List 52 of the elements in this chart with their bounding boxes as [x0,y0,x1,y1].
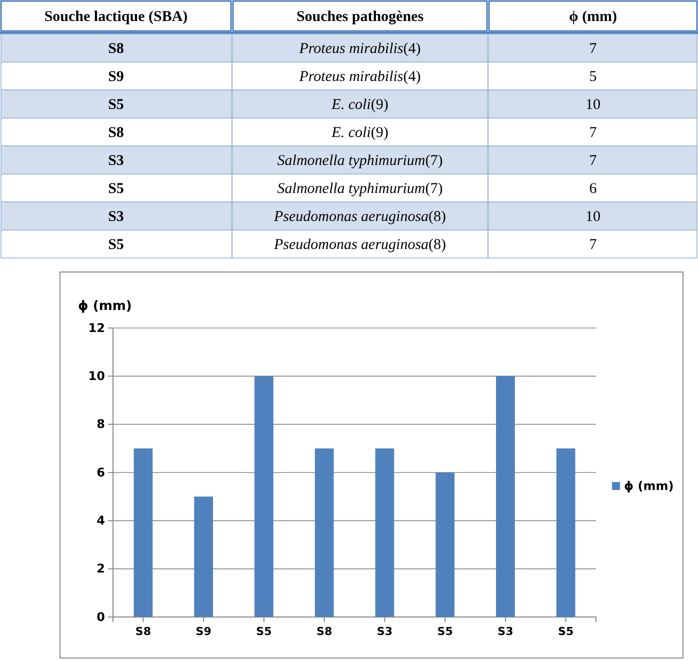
category-label: S8 [108,125,124,141]
y-tick-label: 2 [96,562,105,576]
text: E. coli(9) [330,125,388,141]
y-tick-label: 10 [88,369,105,384]
category-label: S3 [108,153,124,169]
bar [556,448,576,617]
y-tick-label: 6 [96,465,105,480]
text: Pseudomonas aeruginosa(8) [272,209,446,225]
data-label: 7 [589,237,598,253]
text: Proteus mirabilis(4) [298,41,421,57]
text: ϕ (mm) [568,9,618,25]
x-tick-label: S5 [256,624,272,638]
category-label: S8 [108,41,124,57]
data-label: 7 [589,153,598,169]
text: Pseudomonas aeruginosa(8) [272,237,446,253]
text: E. coli(9) [330,97,388,113]
category-label: S3 [108,209,124,225]
y-tick-label: 0 [96,610,105,624]
x-tick-label: S3 [376,624,392,638]
bar [436,472,454,617]
y-tick-label: 4 [96,514,105,528]
bar [314,448,334,617]
bar [375,448,394,617]
data-label: 10 [586,97,600,113]
data-label: 6 [589,181,598,197]
data-label: 7 [589,125,598,141]
text: Salmonella typhimurium(7) [277,153,443,169]
x-tick-label: S9 [196,624,212,638]
category-label: S5 [108,97,124,113]
data-label: 10 [586,209,600,225]
category-label: S5 [108,237,124,253]
text: Salmonella typhimurium(7) [277,181,443,197]
category-label: S5 [108,181,124,197]
y-axis-title: ϕ (mm) [78,299,132,314]
x-tick-label: S3 [498,624,514,638]
data-label: 5 [589,69,597,85]
y-tick-label: 8 [96,417,105,432]
text: Souche lactique (SBA) [44,9,188,25]
legend-label: ϕ (mm) [624,479,674,493]
data-label: 7 [589,41,598,57]
bar [194,496,213,617]
bar [254,376,274,617]
x-tick-label: S5 [437,624,453,638]
text: Proteus mirabilis(4) [298,69,421,85]
text: Souches pathogènes [296,9,424,25]
y-tick-label: 12 [88,320,105,335]
x-tick-label: S8 [316,624,332,638]
bar [134,448,153,617]
x-tick-label: S8 [135,624,151,638]
category-label: S9 [108,69,124,85]
bar [496,376,515,617]
x-tick-label: S5 [558,624,574,638]
